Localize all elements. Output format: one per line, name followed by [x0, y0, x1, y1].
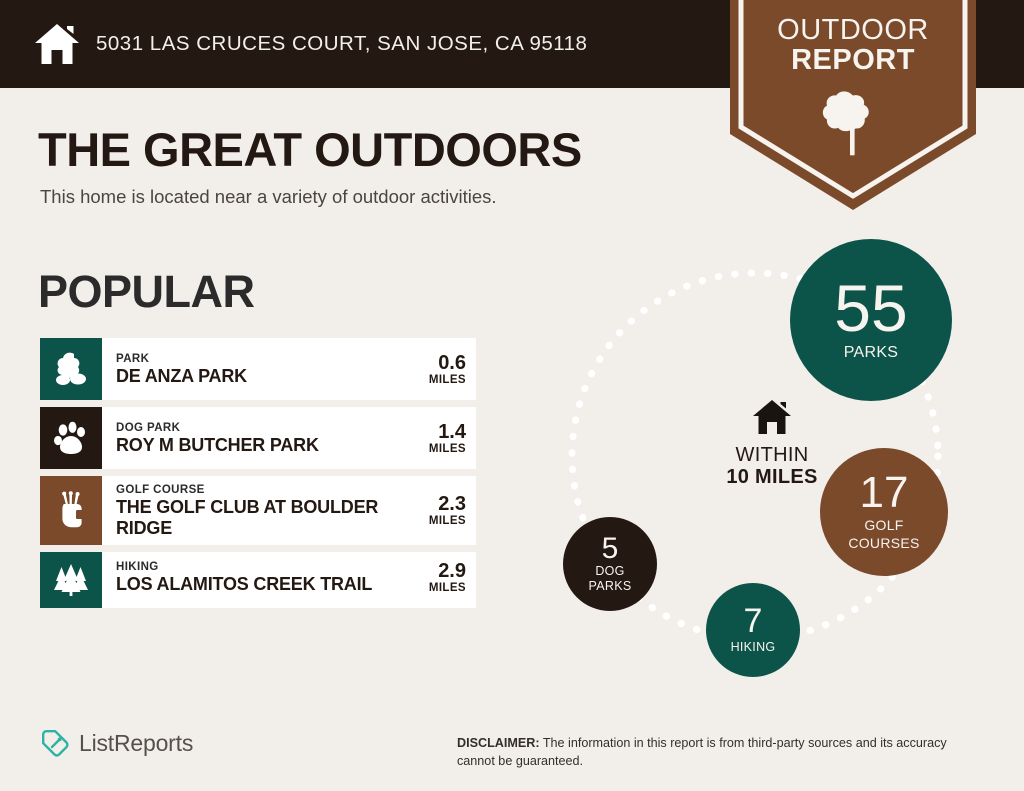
listreports-house-tag-icon: [40, 728, 70, 758]
distance-value: 0.6: [438, 352, 466, 374]
list-item-category: PARK: [116, 352, 150, 365]
list-item-body: GOLF COURSE THE GOLF CLUB AT BOULDER RID…: [102, 476, 476, 545]
stat-bubble-dog-parks[interactable]: 5 DOG PARKS: [563, 517, 657, 611]
golf-bag-icon: [40, 476, 102, 545]
stat-bubble-parks[interactable]: 55 PARKS: [790, 239, 952, 401]
list-item-text: DOG PARK ROY M BUTCHER PARK: [116, 421, 319, 456]
within-10-miles-diagram: 55 PARKS 17 GOLF COURSES 7 HIKING 5 DOG …: [540, 228, 1010, 677]
distance-value: 1.4: [438, 421, 466, 443]
list-item-category: HIKING: [116, 560, 159, 573]
list-item-category: GOLF COURSE: [116, 484, 205, 496]
page-subtitle: This home is located near a variety of o…: [40, 186, 497, 207]
distance-value: 2.3: [438, 493, 466, 516]
list-item-distance: 1.4 MILES: [404, 421, 466, 455]
listreports-wordmark: ListReports: [79, 729, 194, 756]
list-item[interactable]: DOG PARK ROY M BUTCHER PARK 1.4 MILES: [40, 407, 476, 469]
page-title: THE GREAT OUTDOORS: [38, 123, 582, 176]
golf-count: 17: [859, 468, 909, 518]
list-item[interactable]: HIKING LOS ALAMITOS CREEK TRAIL 2.9 MILE…: [40, 551, 476, 608]
list-item[interactable]: PARK DE ANZA PARK 0.6 MILES: [40, 338, 476, 400]
popular-list: PARK DE ANZA PARK 0.6 MILES: [40, 338, 476, 615]
header-content: 5031 LAS CRUCES COURT, SAN JOSE, CA 9511…: [34, 0, 587, 88]
dog-parks-label-line-1: DOG: [595, 563, 625, 578]
within-line-2: 10 MILES: [726, 466, 818, 489]
distance-value: 2.9: [438, 559, 466, 582]
property-address: 5031 LAS CRUCES COURT, SAN JOSE, CA 9511…: [96, 32, 588, 55]
outdoor-report-badge: OUTDOOR REPORT: [730, 0, 976, 214]
golf-label-line-1: GOLF: [864, 516, 904, 533]
parks-label: PARKS: [843, 343, 899, 361]
home-icon: [34, 22, 80, 66]
list-item-name: THE GOLF CLUB AT BOULDER RIDGE: [116, 497, 379, 538]
parks-count: 55: [834, 271, 908, 346]
disclaimer-text: The information in this report is from t…: [457, 736, 947, 769]
list-item-distance: 2.9 MILES: [404, 560, 466, 594]
home-icon: [672, 398, 872, 436]
list-item-text: GOLF COURSE THE GOLF CLUB AT BOULDER RID…: [116, 483, 404, 538]
diagram-center-label: WITHIN 10 MILES: [672, 398, 872, 489]
list-item-text: PARK DE ANZA PARK: [116, 352, 247, 387]
popular-heading: POPULAR: [38, 266, 255, 317]
paw-print-icon: [40, 407, 102, 469]
listreports-logo[interactable]: ListReports: [40, 728, 193, 758]
list-item-text: HIKING LOS ALAMITOS CREEK TRAIL: [116, 560, 372, 595]
list-item-name: ROY M BUTCHER PARK: [116, 435, 319, 456]
list-item-name: DE ANZA PARK: [116, 366, 247, 387]
pine-trees-icon: [40, 551, 102, 608]
dog-parks-label-line-2: PARKS: [588, 578, 632, 593]
distance-unit: MILES: [428, 374, 466, 386]
disclaimer: DISCLAIMER: The information in this repo…: [457, 734, 987, 771]
list-item-name: LOS ALAMITOS CREEK TRAIL: [116, 574, 373, 595]
distance-unit: MILES: [428, 581, 466, 594]
within-line-1: WITHIN: [735, 444, 809, 466]
hiking-label: HIKING: [730, 639, 776, 654]
hiking-count: 7: [743, 602, 763, 641]
park-tree-icon: [40, 338, 102, 400]
stat-bubble-hiking[interactable]: 7 HIKING: [706, 583, 800, 677]
list-item-body: DOG PARK ROY M BUTCHER PARK 1.4 MILES: [102, 407, 476, 469]
distance-unit: MILES: [428, 443, 466, 455]
list-item[interactable]: GOLF COURSE THE GOLF CLUB AT BOULDER RID…: [40, 476, 476, 545]
distance-unit: MILES: [428, 515, 466, 528]
list-item-distance: 2.3 MILES: [404, 493, 466, 527]
dog-parks-count: 5: [601, 532, 619, 566]
list-item-body: PARK DE ANZA PARK 0.6 MILES: [102, 338, 476, 400]
dotted-circle-path: [568, 269, 942, 643]
golf-label-line-2: COURSES: [848, 535, 920, 552]
list-item-body: HIKING LOS ALAMITOS CREEK TRAIL 2.9 MILE…: [102, 552, 476, 608]
list-item-category: DOG PARK: [116, 421, 181, 434]
list-item-distance: 0.6 MILES: [404, 352, 466, 386]
tree-icon: [822, 91, 869, 156]
disclaimer-label: DISCLAIMER:: [457, 736, 540, 750]
stat-bubble-golf-courses[interactable]: 17 GOLF COURSES: [820, 448, 948, 576]
